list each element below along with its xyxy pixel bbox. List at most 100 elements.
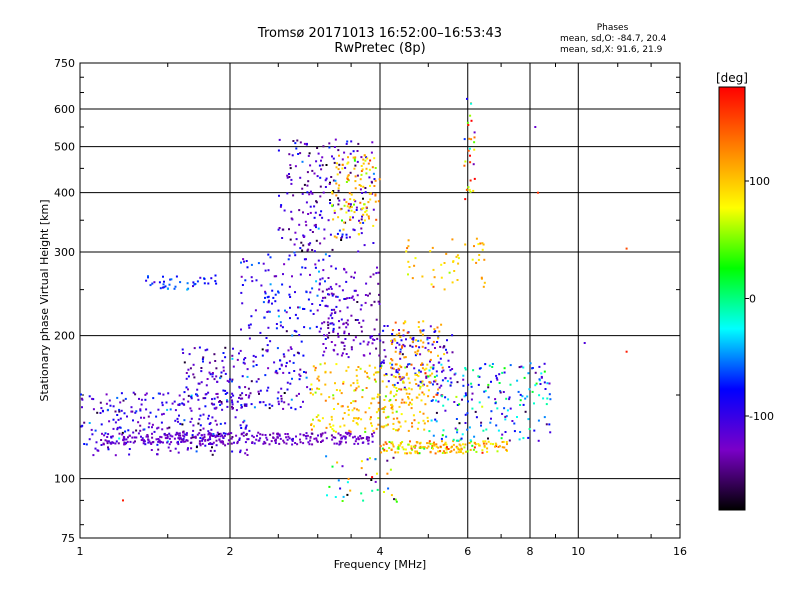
data-point [315,439,318,442]
data-point [176,432,179,435]
data-point [477,375,480,378]
data-point [405,372,408,375]
data-point [325,347,327,350]
data-point [211,398,213,401]
data-point [102,410,104,413]
data-point [123,438,126,441]
data-point [423,422,426,425]
data-point [161,428,164,431]
y-tick-label: 500 [54,141,75,154]
data-point [244,426,247,429]
data-point [309,229,312,231]
data-point [207,282,210,285]
data-point [360,437,363,440]
data-point [351,409,354,412]
data-point [224,432,227,435]
data-point [430,283,433,286]
data-point [334,311,337,314]
data-point [309,190,312,193]
data-point [446,351,449,354]
data-point [435,443,438,446]
data-point [471,258,474,261]
data-point [236,400,239,403]
data-point [292,140,295,142]
data-point [545,403,548,406]
data-point [452,438,455,441]
data-point [393,498,396,501]
data-point [244,427,247,430]
data-point [151,282,154,285]
data-point [222,389,225,392]
data-point [375,347,378,350]
data-point [334,382,336,385]
data-point [327,324,330,327]
data-point [199,437,202,439]
data-point [80,425,83,428]
y-tick-label: 300 [54,246,75,259]
data-point [335,363,338,366]
data-point [372,208,375,211]
data-point [433,443,436,446]
data-point [277,228,280,231]
data-point [383,399,386,401]
data-point [224,346,227,349]
data-point [311,303,314,305]
data-point [314,369,317,372]
x-tick-label: 16 [673,545,687,558]
data-point [501,441,504,443]
data-point [320,393,323,396]
data-point [199,424,202,427]
data-point [500,437,503,440]
data-point [162,412,165,415]
data-point [280,363,283,366]
data-point [416,352,419,355]
data-point [406,365,408,368]
data-point [108,420,111,423]
data-point [332,436,335,439]
data-point [421,367,424,370]
data-point [211,375,214,378]
data-point [191,434,194,437]
data-point [333,161,336,164]
data-point [239,394,242,397]
data-point [411,422,413,425]
data-point [183,435,186,438]
data-point [416,396,419,399]
data-point [354,180,357,183]
data-point [353,229,356,232]
data-point [208,371,211,374]
data-point [324,296,327,299]
data-point [157,438,160,440]
data-point [449,377,452,380]
data-point [535,382,538,385]
data-point [117,418,120,421]
data-point [337,432,340,435]
data-point [349,203,352,206]
data-point [373,185,376,187]
data-point [309,392,312,395]
data-point [444,377,447,379]
data-point [139,429,142,432]
data-point [325,437,328,440]
data-point [264,434,267,436]
data-point [301,187,304,190]
data-point [487,396,490,399]
data-point [276,372,279,375]
data-point [453,401,456,403]
data-point [391,408,394,411]
data-point [436,341,439,343]
data-point [421,384,424,387]
data-point [324,383,327,386]
data-point [413,264,416,267]
data-point [204,397,207,400]
data-point [419,387,422,390]
data-point [487,383,490,386]
data-point [269,340,272,343]
data-point [214,407,217,410]
data-point [315,200,318,203]
data-point [505,448,508,451]
data-point [247,324,250,327]
data-point [411,398,414,401]
data-point [285,330,288,333]
data-point [151,432,153,435]
